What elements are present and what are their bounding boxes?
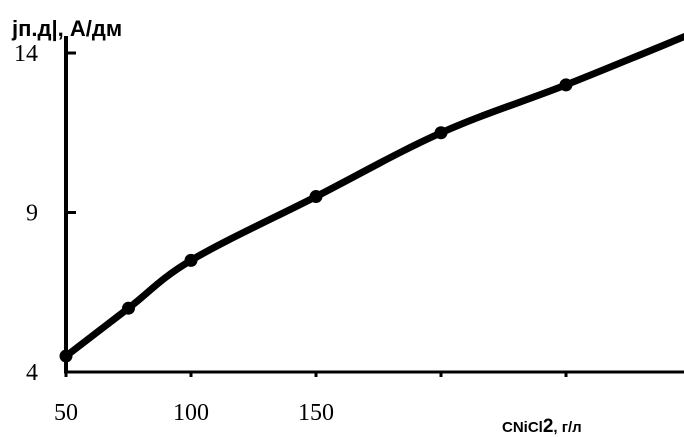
- series-line: [62, 32, 684, 360]
- x-tick-label: 100: [173, 400, 209, 426]
- data-point: [184, 253, 198, 267]
- y-tick-label: 9: [26, 201, 38, 227]
- y-tick-label: 4: [26, 360, 38, 386]
- data-point: [559, 78, 573, 92]
- data-points: [59, 78, 573, 363]
- x-tick-label: 50: [54, 400, 78, 426]
- x-axis-title-backdrop: [402, 392, 684, 437]
- x-tick-label: 150: [298, 400, 334, 426]
- data-point: [122, 301, 135, 315]
- x-axis-title: CNiCl2, г/л: [502, 416, 582, 437]
- data-point: [434, 126, 448, 140]
- data-point: [59, 349, 73, 363]
- y-tick-label: 14: [14, 41, 38, 67]
- data-point: [309, 190, 323, 204]
- y-axis-ticks: 4 9 14: [14, 41, 76, 386]
